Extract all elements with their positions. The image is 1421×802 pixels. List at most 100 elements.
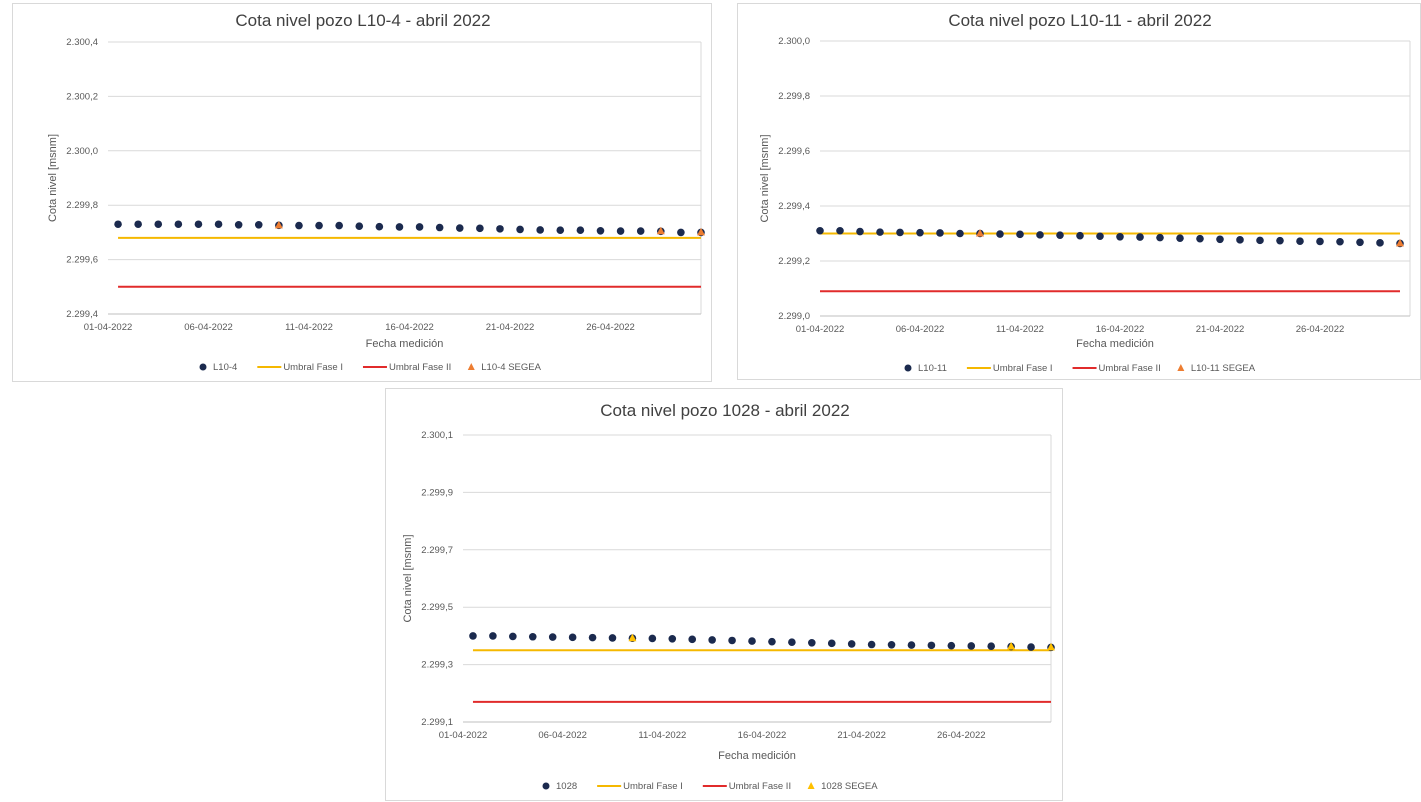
x-tick-label: 01-04-2022 [84,322,133,333]
legend-label: Umbral Fase I [283,362,343,373]
data-point [1016,230,1024,239]
x-axis-title: Fecha medición [1076,338,1154,350]
data-point [1176,234,1184,242]
legend-label: 1028 [556,781,577,792]
segea-point [1047,642,1055,651]
data-point [576,226,585,235]
legend-marker-triangle [467,363,475,370]
data-point [956,229,964,238]
y-tick-label: 2.299,4 [66,309,98,320]
data-point [708,636,716,644]
chart-panel-l10-11: Cota nivel pozo L10-11 - abril 2022 2.299… [737,3,1421,380]
data-point [1156,233,1164,242]
x-tick-label: 21-04-2022 [837,730,886,741]
data-point [556,226,565,235]
data-point [496,225,504,233]
data-point [887,640,896,649]
data-point [315,221,323,230]
x-tick-label: 26-04-2022 [586,322,635,333]
legend-label: Umbral Fase I [993,363,1053,374]
y-tick-label: 2.299,9 [421,487,453,498]
chart-title: Cota nivel pozo L10-4 - abril 2022 [235,11,490,30]
legend-marker-triangle [1177,364,1185,371]
data-point [174,220,183,229]
x-tick-label: 11-04-2022 [638,730,686,741]
x-tick-label: 16-04-2022 [1096,324,1145,335]
data-point [1096,232,1104,241]
x-axis-title: Fecha medición [366,338,444,350]
x-tick-label: 16-04-2022 [738,730,787,741]
y-axis-title: Cota nivel [msnm] [47,134,59,222]
y-tick-label: 2.300,0 [66,146,98,157]
data-point [816,226,824,235]
x-tick-label: 01-04-2022 [796,324,845,335]
data-point [435,223,444,232]
data-point [856,227,864,236]
data-point [967,642,976,650]
segea-point [628,633,637,642]
data-point [827,639,836,648]
data-point [748,637,756,645]
data-point [528,632,537,641]
data-point [134,220,142,229]
legend-marker-circle [199,363,207,371]
y-tick-label: 2.299,1 [421,717,453,728]
segea-point [1396,238,1404,247]
data-point [335,221,343,230]
x-tick-label: 01-04-2022 [439,730,488,741]
data-point [847,640,856,648]
legend-label: L10-4 SEGEA [481,362,541,373]
data-point [1027,643,1035,651]
data-point [1296,237,1304,245]
data-point [509,632,517,641]
data-point [808,638,816,647]
data-point [1056,231,1064,239]
data-point [688,635,697,644]
chart-title: Cota nivel pozo 1028 - abril 2022 [600,401,850,420]
x-tick-label: 21-04-2022 [486,322,535,333]
x-tick-label: 21-04-2022 [1196,324,1245,335]
y-tick-label: 2.299,4 [778,201,810,212]
data-point [375,222,384,231]
legend-label: L10-4 [213,362,237,373]
segea-point [976,229,984,237]
data-point [768,637,776,646]
legend-marker-circle [542,782,550,790]
data-point [1276,236,1284,245]
data-point [987,642,996,651]
data-point [1136,233,1144,241]
x-tick-label: 06-04-2022 [184,322,233,333]
data-point [1036,231,1044,239]
data-point [568,633,577,642]
y-tick-label: 2.300,1 [421,430,453,441]
data-point [596,226,605,235]
data-point [1076,231,1084,240]
y-axis-title: Cota nivel [msnm] [402,534,414,622]
chart-panel-l10-4: Cota nivel pozo L10-4 - abril 2022 2.299,… [12,3,712,382]
x-tick-label: 11-04-2022 [996,324,1044,335]
data-point [415,223,424,231]
chart-svg-l10-11: Cota nivel pozo L10-11 - abril 2022 2.299… [759,11,1411,374]
data-point [636,227,645,235]
data-point [469,632,477,640]
segea-point [697,227,705,236]
x-tick-label: 06-04-2022 [896,324,945,335]
data-point [876,228,884,236]
data-point [947,641,956,650]
x-tick-label: 11-04-2022 [285,322,333,333]
data-point [648,634,657,643]
data-point [728,636,736,645]
data-point [194,220,203,229]
segea-point [1007,642,1016,650]
data-point [677,228,685,237]
data-point [1236,236,1244,244]
data-point [788,638,796,647]
y-tick-label: 2.300,0 [778,36,810,47]
x-tick-label: 16-04-2022 [385,322,434,333]
y-tick-label: 2.300,2 [66,91,98,102]
segea-point [656,226,665,235]
data-point [536,226,544,234]
chart-svg-l10-4: Cota nivel pozo L10-4 - abril 2022 2.299,… [47,11,705,373]
data-point [1376,239,1384,247]
chart-title: Cota nivel pozo L10-11 - abril 2022 [948,11,1211,30]
